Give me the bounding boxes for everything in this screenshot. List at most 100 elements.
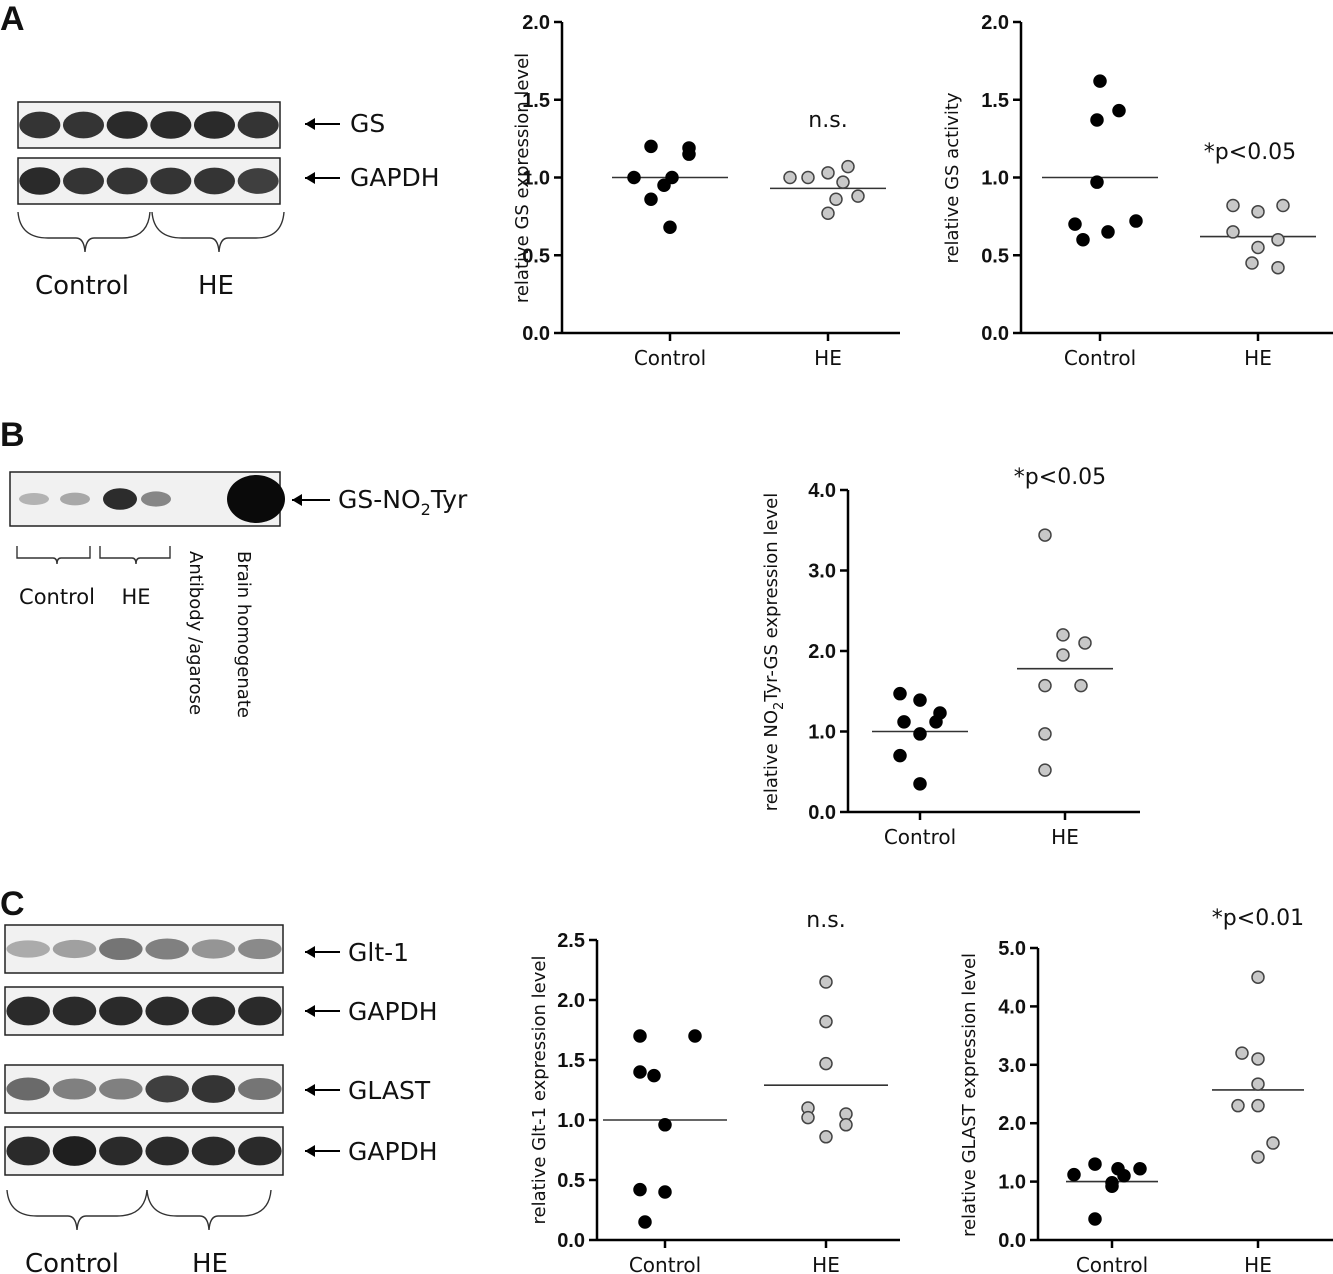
blot-band xyxy=(145,1075,189,1103)
blot-a-lanes-gs xyxy=(19,111,279,139)
data-point-control xyxy=(647,1068,661,1083)
data-point-control xyxy=(1105,1179,1119,1194)
blot-band xyxy=(99,1078,143,1100)
data-point-control xyxy=(913,693,927,707)
data-point-he xyxy=(1235,1046,1249,1060)
brace-he-b xyxy=(99,546,171,565)
data-point-control xyxy=(665,170,679,185)
y-tick-label: 2.0 xyxy=(981,12,1009,34)
data-point-control xyxy=(897,715,911,729)
blot-band xyxy=(52,1078,97,1100)
group-label-control-a: Control xyxy=(35,271,129,301)
data-point-control xyxy=(1117,1169,1131,1183)
blot-band xyxy=(237,168,279,194)
chart-glast-expression-annotation: *p<0.01 xyxy=(1212,906,1304,931)
data-point-control xyxy=(663,220,677,235)
blot-c-strip-gapdh1 xyxy=(4,986,284,1036)
y-tick-label: 2.0 xyxy=(522,12,550,34)
blot-band xyxy=(193,167,236,195)
data-point-control xyxy=(1090,113,1104,127)
data-point-he xyxy=(1271,232,1285,247)
data-point-control xyxy=(657,178,671,193)
data-point-he xyxy=(1266,1136,1280,1150)
data-point-he xyxy=(1251,1098,1265,1113)
blot-band xyxy=(6,1077,50,1101)
blot-a-strip-gs xyxy=(17,101,281,149)
data-point-control xyxy=(893,748,907,763)
data-point-control xyxy=(638,1215,652,1229)
data-point-control xyxy=(644,192,658,207)
blot-band xyxy=(60,492,90,506)
y-tick-label: 1.0 xyxy=(522,168,550,190)
blot-band xyxy=(145,938,189,960)
chart-gs-activity-ylabel: relative GS activity xyxy=(942,92,963,263)
data-point-he xyxy=(821,206,835,221)
y-tick-label: 5.0 xyxy=(998,938,1026,960)
data-point-he xyxy=(1245,256,1259,270)
data-point-control xyxy=(688,1029,702,1043)
band-label-gs: GS xyxy=(350,109,385,138)
chart-gs-expression-plot: 0.0 0.5 1.0 1.5 2.0 Control HE xyxy=(522,12,900,370)
blot-band xyxy=(52,1136,97,1166)
y-tick-label: 2.0 xyxy=(557,990,585,1012)
blot-c-lanes-glast xyxy=(6,1075,282,1103)
data-point-he xyxy=(801,1110,815,1125)
data-point-he xyxy=(1038,678,1052,693)
group-label-control-b: Control xyxy=(19,585,95,609)
y-tick-label: 2.0 xyxy=(808,641,836,663)
x-tick-label: Control xyxy=(1064,346,1136,370)
data-point-he xyxy=(819,1014,833,1029)
data-point-he xyxy=(1271,260,1285,275)
chart-glt1-expression: relative Glt-1 expression level n.s. 0.0… xyxy=(529,908,900,1274)
data-point-he xyxy=(1251,970,1265,984)
chart-gs-activity-annotation: *p<0.05 xyxy=(1204,140,1296,165)
blot-band xyxy=(191,1075,236,1103)
data-point-he xyxy=(836,175,850,189)
y-tick-label: 1.5 xyxy=(557,1050,585,1072)
blot-band xyxy=(106,111,148,139)
blot-c-strip-glast xyxy=(4,1064,284,1114)
data-point-he xyxy=(821,166,835,180)
data-point-control xyxy=(1076,232,1090,247)
blot-c-strip-glt1 xyxy=(4,924,284,974)
x-tick-label: Control xyxy=(629,1253,701,1274)
blot-c-strip-gapdh2 xyxy=(4,1126,284,1176)
blot-band xyxy=(103,488,137,510)
y-tick-label: 0.5 xyxy=(981,245,1009,267)
blot-band xyxy=(193,111,236,139)
data-point-control xyxy=(929,715,943,729)
band-label-glast: GLAST xyxy=(348,1076,431,1105)
y-tick-label: 3.0 xyxy=(998,1055,1026,1077)
chart-gs-activity: relative GS activity *p<0.05 0.0 0.5 1.0 1.… xyxy=(942,12,1333,370)
blot-band xyxy=(237,111,279,139)
blot-c-lanes-gapdh1 xyxy=(6,996,282,1026)
arrowhead-gapdh-a xyxy=(305,172,315,184)
data-point-control xyxy=(633,1065,647,1079)
blot-band xyxy=(191,939,236,959)
arrowhead-gapdh-c1 xyxy=(305,1005,315,1017)
y-tick-label: 2.0 xyxy=(998,1113,1026,1135)
chart-no2tyr-gs-annotation: *p<0.05 xyxy=(1014,465,1106,490)
y-tick-label: 1.5 xyxy=(981,90,1009,112)
data-point-he xyxy=(1251,1077,1265,1091)
blot-band xyxy=(6,1136,50,1166)
blot-a-lanes-gapdh xyxy=(19,167,279,195)
blot-a: GS GAPDH Control HE xyxy=(17,101,440,301)
group-label-he-c: HE xyxy=(192,1249,228,1274)
data-point-he xyxy=(819,1130,833,1144)
y-tick-label: 4.0 xyxy=(808,480,836,502)
data-point-he xyxy=(1056,648,1070,662)
data-point-he xyxy=(783,170,797,185)
data-point-control xyxy=(1090,175,1104,189)
chart-glast-expression: relative GLAST expression level *p<0.01 … xyxy=(959,906,1333,1274)
group-label-he-b: HE xyxy=(121,585,150,609)
blot-band xyxy=(238,1136,282,1166)
blot-band xyxy=(145,996,189,1026)
data-point-control xyxy=(1088,1157,1102,1171)
band-label-gapdh-c1: GAPDH xyxy=(348,997,438,1026)
data-point-he xyxy=(801,170,815,185)
y-tick-label: 1.0 xyxy=(808,722,836,744)
brace-control-c xyxy=(6,1189,148,1231)
data-point-he xyxy=(1078,636,1092,650)
data-point-control xyxy=(1093,74,1107,88)
